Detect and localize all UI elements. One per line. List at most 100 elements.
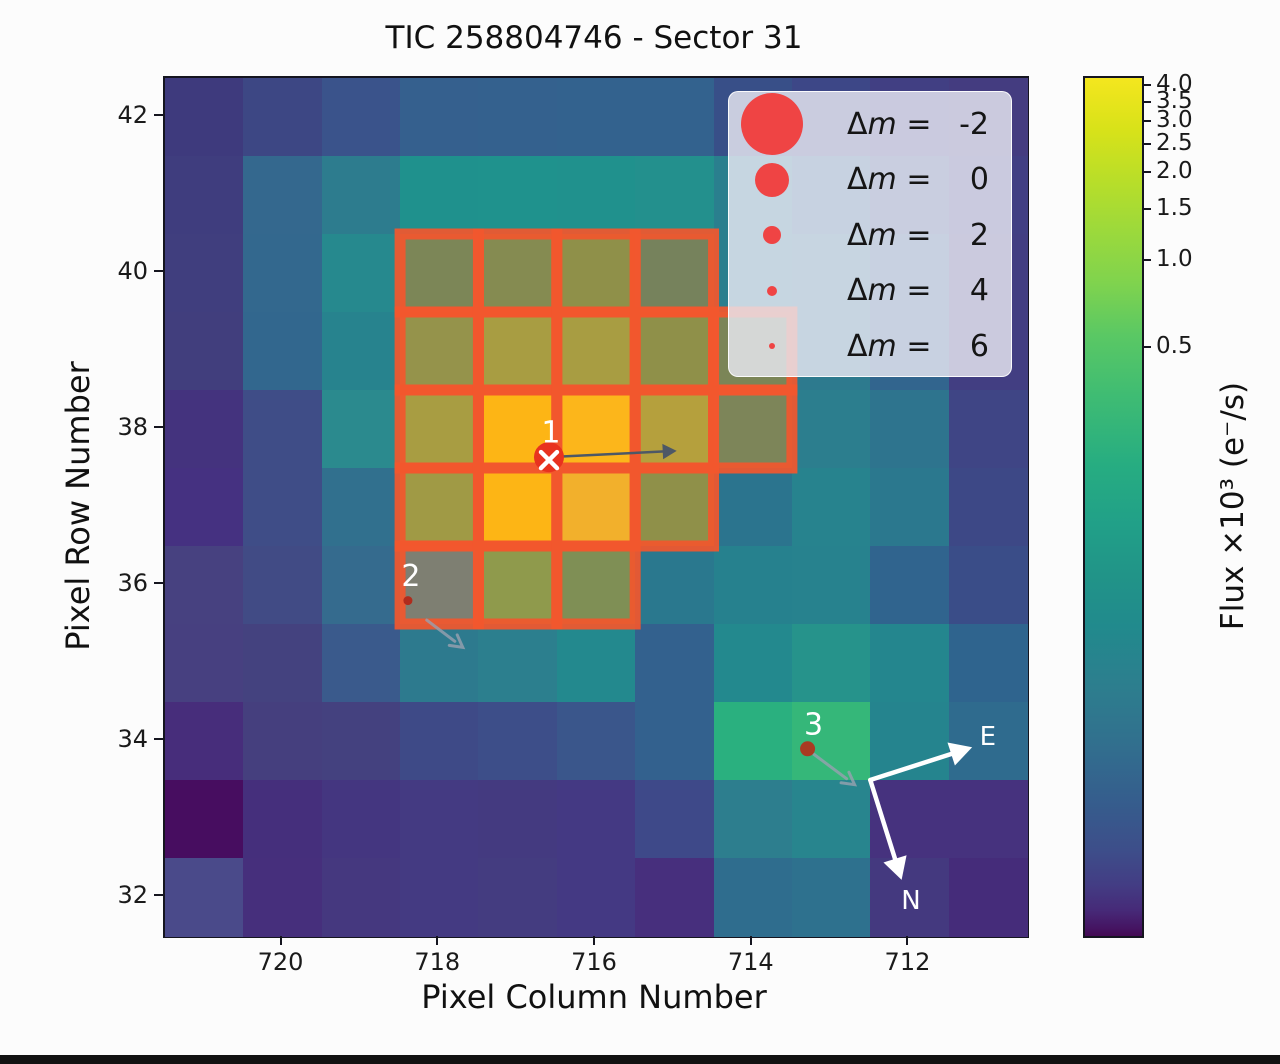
legend-marker-wrap: [729, 93, 815, 155]
heatmap-cell: [478, 234, 558, 313]
heatmap-cell: [165, 78, 244, 157]
heatmap-cell: [948, 780, 1028, 859]
heatmap-cell: [243, 702, 323, 781]
pm-arrow-star1-head: [662, 443, 677, 460]
x-tick-label: 718: [414, 948, 461, 976]
heatmap-cell: [400, 78, 480, 157]
heatmap-cell: [870, 546, 950, 625]
aperture-cell-outline: [394, 384, 484, 474]
flux-colorbar: [1083, 76, 1144, 938]
legend-marker-wrap: [729, 162, 815, 197]
colorbar-tick-label: 2.5: [1156, 130, 1193, 157]
heatmap-cell: [870, 858, 950, 937]
heatmap-cell: [400, 546, 480, 625]
heatmap-cell: [635, 390, 715, 469]
legend-row: Δm = 4: [729, 263, 1011, 319]
heatmap-cell: [321, 858, 401, 937]
x-tick-label: 712: [884, 948, 931, 976]
heatmap-cell: [556, 234, 636, 313]
heatmap-cell: [713, 624, 793, 703]
heatmap-cell: [556, 624, 636, 703]
y-tick-mark: [154, 738, 163, 740]
heatmap-cell: [165, 312, 244, 391]
compass-north-arrow-line: [868, 777, 898, 864]
heatmap-cell: [321, 156, 401, 235]
heatmap-cell: [713, 780, 793, 859]
x-axis-label: Pixel Column Number: [421, 978, 767, 1016]
star-size-icon: [767, 285, 777, 296]
heatmap-cell: [635, 546, 715, 625]
y-tick-mark: [154, 894, 163, 896]
star-label-3: 3: [804, 707, 823, 742]
heatmap-cell: [243, 468, 323, 547]
colorbar-tick-mark: [1142, 258, 1151, 261]
heatmap-cell: [478, 468, 558, 547]
aperture-cell-outline: [472, 540, 563, 630]
y-axis-label: Pixel Row Number: [59, 361, 97, 651]
heatmap-cell: [165, 702, 244, 781]
aperture-and-markers-overlay: 1 2 3 E N: [394, 228, 996, 916]
colorbar-tick-label: 0.5: [1156, 332, 1193, 359]
heatmap-cell: [400, 468, 480, 547]
heatmap-cell: [791, 390, 871, 469]
heatmap-cell: [321, 312, 401, 391]
heatmap-cell: [870, 468, 950, 547]
heatmap-cell: [478, 546, 558, 625]
heatmap-cell: [635, 156, 715, 235]
y-tick-label: 32: [117, 881, 148, 909]
x-tick-mark: [436, 936, 439, 945]
legend-marker-wrap: [729, 285, 815, 296]
x-tick-label: 714: [727, 948, 774, 976]
legend-row: Δm = 2: [729, 207, 1011, 263]
heatmap-cell: [321, 468, 401, 547]
page-title: TIC 258804746 - Sector 31: [385, 20, 803, 56]
heatmap-cell: [791, 858, 871, 937]
colorbar-tick-mark: [1142, 143, 1151, 146]
heatmap-cell: [400, 312, 480, 391]
heatmap-cell: [321, 702, 401, 781]
colorbar-tick-label: 2.0: [1156, 158, 1193, 185]
heatmap-cell: [713, 702, 793, 781]
heatmap-cell: [243, 78, 323, 157]
pm-arrow-star3-head: [839, 770, 858, 787]
pm-arrow-star1-line: [547, 450, 666, 459]
star-size-icon: [763, 226, 781, 244]
y-tick-mark: [154, 426, 163, 428]
y-tick-mark: [154, 582, 163, 584]
heatmap-cell: [713, 468, 793, 547]
heatmap-cell: [165, 390, 244, 469]
x-tick-label: 720: [257, 948, 304, 976]
heatmap-cell: [556, 78, 636, 157]
star-cross-icon: [538, 449, 560, 471]
heatmap-cell: [243, 234, 323, 313]
x-tick-mark: [906, 936, 909, 945]
colorbar-tick-label: 3.0: [1156, 107, 1193, 134]
colorbar-tick-label: 1.5: [1156, 194, 1193, 221]
heatmap-cell: [948, 858, 1028, 937]
colorbar-tick-mark: [1142, 84, 1151, 86]
heatmap-cell: [400, 390, 480, 469]
star-label-1: 1: [541, 416, 560, 451]
heatmap-cell: [243, 780, 323, 859]
aperture-cell-outline: [629, 306, 720, 396]
aperture-cell-outline: [472, 462, 563, 552]
colorbar-tick-mark: [1142, 171, 1151, 174]
star-size-icon: [769, 343, 775, 349]
star-size-icon: [755, 162, 789, 197]
heatmap-cell: [948, 546, 1028, 625]
colorbar-tick-label: 1.0: [1156, 245, 1193, 272]
x-tick-mark: [593, 936, 595, 945]
heatmap-cell: [165, 156, 244, 235]
y-tick-label: 36: [117, 569, 148, 597]
star-marker-2: [403, 596, 413, 606]
heatmap-cell: [948, 702, 1028, 781]
heatmap-cell: [243, 546, 323, 625]
legend-row: Δm = -2: [729, 93, 1011, 155]
y-tick-label: 34: [117, 725, 148, 753]
heatmap-cell: [321, 546, 401, 625]
compass-east-arrow-head: [947, 742, 973, 766]
heatmap-cell: [635, 780, 715, 859]
aperture-cell-outline: [629, 384, 720, 474]
heatmap-cell: [635, 234, 715, 313]
